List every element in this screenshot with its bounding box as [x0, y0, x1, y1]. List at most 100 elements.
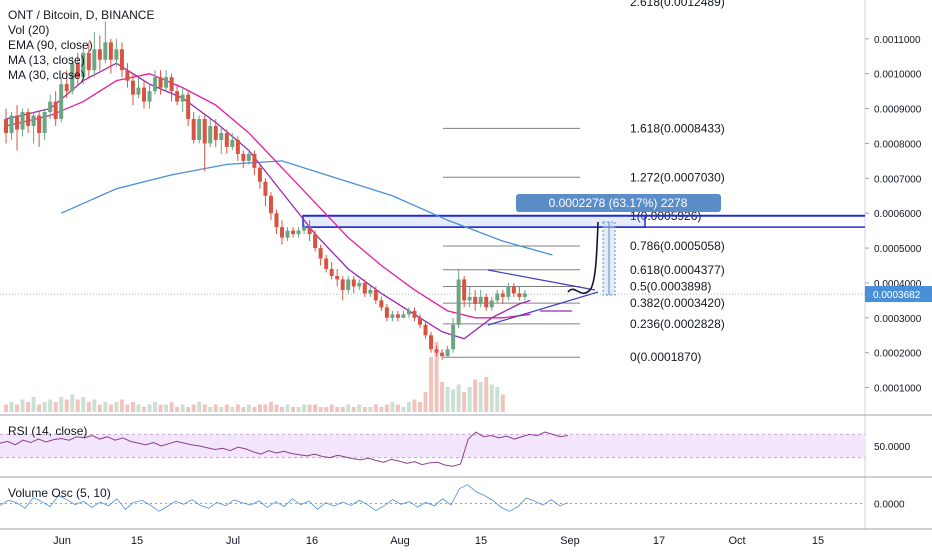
candle-body	[418, 317, 422, 325]
volume-bar	[142, 407, 146, 412]
volume-bar	[307, 404, 312, 412]
volume-bar	[92, 399, 97, 412]
fib-level-label: 0.5(0.0003898)	[630, 279, 711, 293]
fib-level-label: 0.236(0.0002828)	[630, 317, 725, 331]
fib-level-label: 0.786(0.0005058)	[630, 239, 725, 253]
volume-osc-pane-label: Volume Osc (5, 10)	[8, 486, 111, 500]
volume-bar	[86, 402, 91, 412]
x-tick-label: 15	[131, 535, 143, 547]
y-tick-label: 0.0011000	[874, 35, 921, 46]
volume-bar	[224, 404, 229, 412]
volume-bar	[291, 407, 296, 412]
fib-level-label: 0(0.0001870)	[630, 350, 701, 364]
candle-body	[302, 227, 307, 231]
volume-bar	[114, 402, 119, 412]
volume-bar	[31, 397, 36, 412]
rsi-band	[0, 434, 865, 458]
y-tick-label: 0.0010000	[874, 70, 922, 81]
candle-body	[373, 289, 378, 301]
volume-bar	[478, 382, 483, 412]
fib-level-label: 1.272(0.0007030)	[630, 170, 725, 184]
candle-body	[119, 49, 124, 71]
indicator-ma13: MA (13, close)	[8, 53, 85, 67]
volume-bar	[500, 394, 505, 412]
volume-bar	[246, 404, 251, 412]
candle-body	[495, 293, 500, 301]
volume-bar	[241, 407, 246, 412]
measure-label-bg	[516, 194, 721, 212]
candle-body	[42, 112, 47, 133]
candle-body	[395, 314, 400, 318]
candle-body	[390, 314, 395, 318]
volume-bar	[15, 404, 20, 412]
triangle-upper-line	[487, 269, 596, 291]
x-tick-label: Aug	[390, 535, 410, 547]
candle-body	[440, 352, 445, 357]
candle-body	[92, 49, 97, 71]
indicator-ema: EMA (90, close)	[8, 38, 93, 52]
last-price-value: 0.0003682	[873, 290, 921, 301]
candle-body	[114, 49, 119, 60]
volume-bar	[351, 407, 356, 412]
volume-bar	[423, 392, 428, 412]
volume-bar	[37, 404, 42, 412]
candle-body	[280, 227, 284, 238]
volume-bar	[186, 407, 191, 412]
candle-body	[191, 119, 196, 140]
x-tick-label: Oct	[728, 535, 745, 547]
candle-body	[324, 258, 329, 269]
volume-bar	[429, 357, 434, 412]
candle-body	[401, 314, 406, 318]
volume-bar	[119, 399, 124, 412]
volume-bar	[390, 402, 395, 412]
candle-body	[368, 289, 373, 294]
candle-body	[136, 87, 141, 95]
volume-bar	[147, 404, 152, 412]
candle-body	[202, 119, 207, 144]
volume-bar	[384, 404, 389, 412]
candle-body	[318, 248, 323, 259]
candle-body	[500, 293, 505, 297]
volume-bar	[180, 404, 185, 412]
volume-bar	[257, 404, 262, 412]
candle-body	[263, 181, 268, 196]
candle-body	[296, 230, 301, 235]
candle-body	[313, 234, 318, 249]
volume-bar	[484, 377, 489, 412]
volume-bar	[59, 397, 64, 412]
candle-body	[478, 296, 483, 304]
candle-body	[9, 115, 14, 133]
volume-bar	[445, 387, 450, 412]
ema-90-line	[60, 160, 553, 256]
y-tick-label: 0.0005000	[874, 244, 922, 255]
ma-30-line	[5, 73, 531, 319]
candle-body	[423, 324, 428, 336]
volume-bar	[357, 404, 362, 412]
volume-osc-line	[0, 484, 569, 512]
volume-bar	[340, 407, 345, 412]
volume-bar	[302, 404, 307, 412]
volume-bar	[362, 407, 367, 412]
candle-body	[445, 349, 450, 357]
volume-bar	[202, 404, 207, 412]
volume-bar	[9, 402, 14, 412]
candle-body	[384, 307, 389, 318]
candle-body	[351, 279, 356, 287]
candle-body	[26, 112, 31, 127]
y-tick-label: 0.0009000	[874, 105, 922, 116]
candle-body	[15, 115, 20, 130]
candle-body	[130, 80, 135, 95]
volume-bar	[335, 407, 340, 412]
candle-body	[186, 94, 191, 120]
measure-label: 0.0002278 (63.17%) 2278	[549, 196, 688, 210]
y-tick-label: 0.0004000	[874, 279, 922, 290]
volume-bar	[489, 384, 494, 412]
volume-bar	[456, 384, 461, 412]
candle-body	[230, 139, 235, 147]
volume-bar	[313, 404, 318, 412]
candle-body	[81, 52, 86, 78]
volume-bar	[175, 407, 180, 412]
candle-body	[103, 42, 108, 60]
